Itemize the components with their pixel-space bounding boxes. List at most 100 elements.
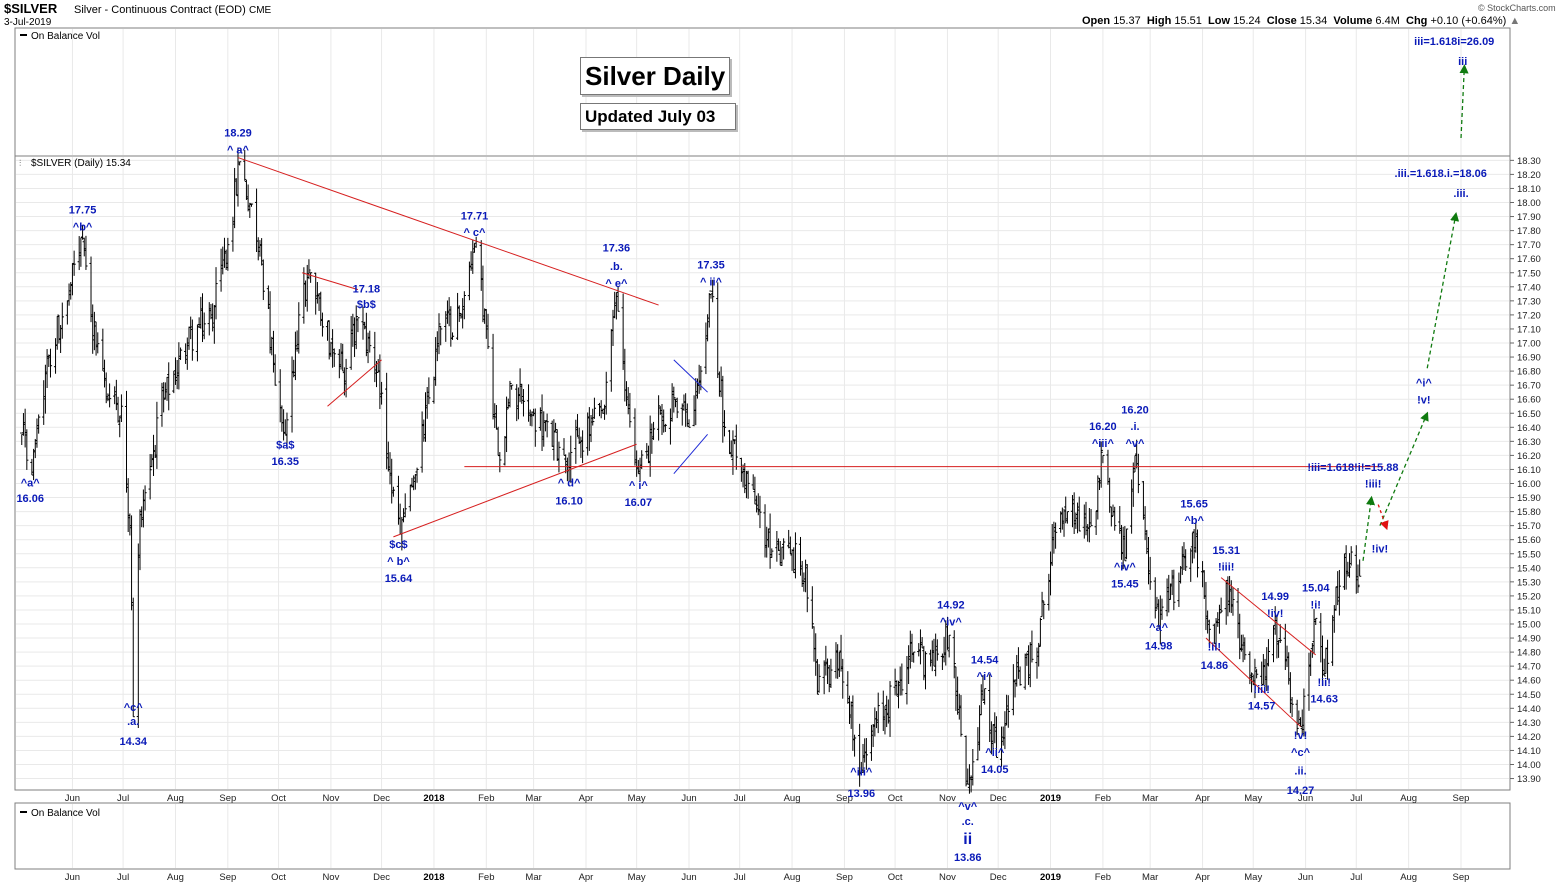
ohlc-bar (84, 235, 88, 270)
wave-label: ^iii^ (1092, 438, 1115, 450)
ohlc-bar (148, 454, 152, 500)
bar-icon: ⫶ (19, 158, 21, 168)
ohlc-bar (675, 397, 679, 419)
y-tick-label: 14.80 (1517, 648, 1541, 659)
ohlc-bar (243, 150, 247, 181)
x-tick-label: Nov (939, 793, 956, 804)
x-tick-label: Aug (1400, 793, 1417, 804)
ohlc-bar (226, 237, 230, 271)
ohlc-bar (415, 467, 419, 483)
y-tick-label: 18.10 (1517, 184, 1541, 195)
trendline-red (1220, 577, 1317, 656)
change-label: Chg (1406, 15, 1428, 27)
wave-label: ^ i^ (629, 480, 649, 492)
y-tick-label: 15.00 (1517, 620, 1541, 631)
price-bars (20, 147, 1362, 794)
ohlc-bar (48, 348, 53, 378)
price-panel-legend: ⫶ $SILVER (Daily) 15.34 (19, 158, 131, 169)
y-tick-label: 16.30 (1517, 437, 1541, 448)
wave-label: !ii! (1317, 677, 1330, 689)
x-tick-label: Oct (271, 793, 286, 804)
wave-label: .b. (610, 261, 623, 273)
wave-label: !iii=1.618!i!=15.88 (1307, 462, 1398, 474)
exchange: CME (249, 5, 272, 16)
low-value: 15.24 (1233, 15, 1261, 27)
ohlc-bar (1113, 506, 1117, 531)
wave-label: 18.29 (224, 127, 252, 139)
trendline-red (302, 272, 359, 291)
wave-label: 15.04 (1302, 583, 1330, 595)
ohlc-bar (1018, 666, 1022, 686)
y-tick-label: 15.80 (1517, 507, 1541, 518)
ohlc-bar (1184, 549, 1188, 571)
x-tick-label-bottom: Nov (939, 872, 956, 883)
wave-label: !iii! (1218, 562, 1235, 574)
bottom-panel-label: On Balance Vol (31, 808, 100, 819)
wave-label: .ii. (1294, 765, 1306, 777)
wave-label: ^iii^ (850, 767, 873, 779)
ohlc-bar (829, 658, 833, 688)
close-label: Close (1266, 15, 1297, 27)
x-tick-label-bottom: Apr (579, 872, 594, 883)
price-panel-label: $SILVER (Daily) 15.34 (31, 158, 131, 169)
y-tick-label: 15.70 (1517, 521, 1541, 532)
ohlc-bar (815, 659, 820, 695)
description: Silver - Continuous Contract (EOD) (74, 4, 246, 16)
y-tick-label: 17.50 (1517, 268, 1541, 279)
y-tick-label: 14.90 (1517, 634, 1541, 645)
wave-label: 14.99 (1261, 591, 1289, 603)
ohlc-bar (1124, 528, 1129, 560)
ohlc-bar (1109, 506, 1113, 527)
ohlc-bar (1278, 624, 1282, 643)
x-tick-label-bottom: Feb (1095, 872, 1111, 883)
wave-label-top: iii=1.618i=26.09 (1414, 36, 1494, 48)
wave-label-top: iii (1458, 56, 1467, 68)
symbol: $SILVER (4, 1, 58, 16)
x-tick-label: Sep (1453, 793, 1470, 804)
ohlc-bar (1040, 591, 1044, 618)
x-tick-label: Feb (1095, 793, 1111, 804)
ohlc-bar (1266, 639, 1271, 667)
x-tick-label: May (1244, 793, 1262, 804)
x-tick-label-bottom: Mar (525, 872, 541, 883)
y-tick-label: 16.70 (1517, 381, 1541, 392)
wave-label: $b$ (357, 299, 376, 311)
ohlc-bar (592, 397, 597, 419)
brand: © StockCharts.com (1478, 3, 1556, 13)
wave-label-bottom: 13.86 (954, 852, 982, 864)
y-tick-label: 17.30 (1517, 296, 1541, 307)
x-tick-label-bottom: 2019 (1040, 872, 1061, 883)
wave-label: 17.18 (353, 283, 381, 295)
y-tick-label: 17.90 (1517, 212, 1541, 223)
ohlc-bar (238, 161, 242, 166)
ohlc-bar (214, 267, 218, 320)
x-tick-label: May (628, 793, 646, 804)
ohlc-bar (178, 347, 183, 360)
x-tick-label-bottom: May (1244, 872, 1262, 883)
ohlc-bar (864, 738, 868, 770)
ohlc-bar (604, 371, 608, 415)
ohlc-bar (657, 395, 661, 441)
ohlc-bar (1065, 511, 1070, 524)
trendline-blue (673, 433, 708, 474)
x-tick-label-bottom: Mar (1142, 872, 1158, 883)
ohlc-bar (521, 389, 526, 417)
ohlc-bar (1295, 699, 1299, 736)
wave-label: ^ a^ (227, 144, 250, 156)
price-panel (14, 155, 1511, 791)
x-tick-label-bottom: Aug (167, 872, 184, 883)
trendlines (237, 64, 1469, 727)
y-tick-label: 14.00 (1517, 760, 1541, 771)
ohlc-bar (810, 586, 814, 629)
ohlc-bar (959, 695, 963, 737)
ohlc-bar (167, 362, 171, 411)
ohlc-bar (368, 330, 372, 353)
ohlc-bar (640, 450, 644, 470)
ohlc-bar (1290, 697, 1294, 718)
top-panel (14, 27, 1511, 157)
y-tick-label: 16.90 (1517, 353, 1541, 364)
wave-label: $c$ (389, 539, 407, 551)
x-tick-label-bottom: Jun (681, 872, 696, 883)
volume-value: 6.4M (1375, 15, 1400, 27)
